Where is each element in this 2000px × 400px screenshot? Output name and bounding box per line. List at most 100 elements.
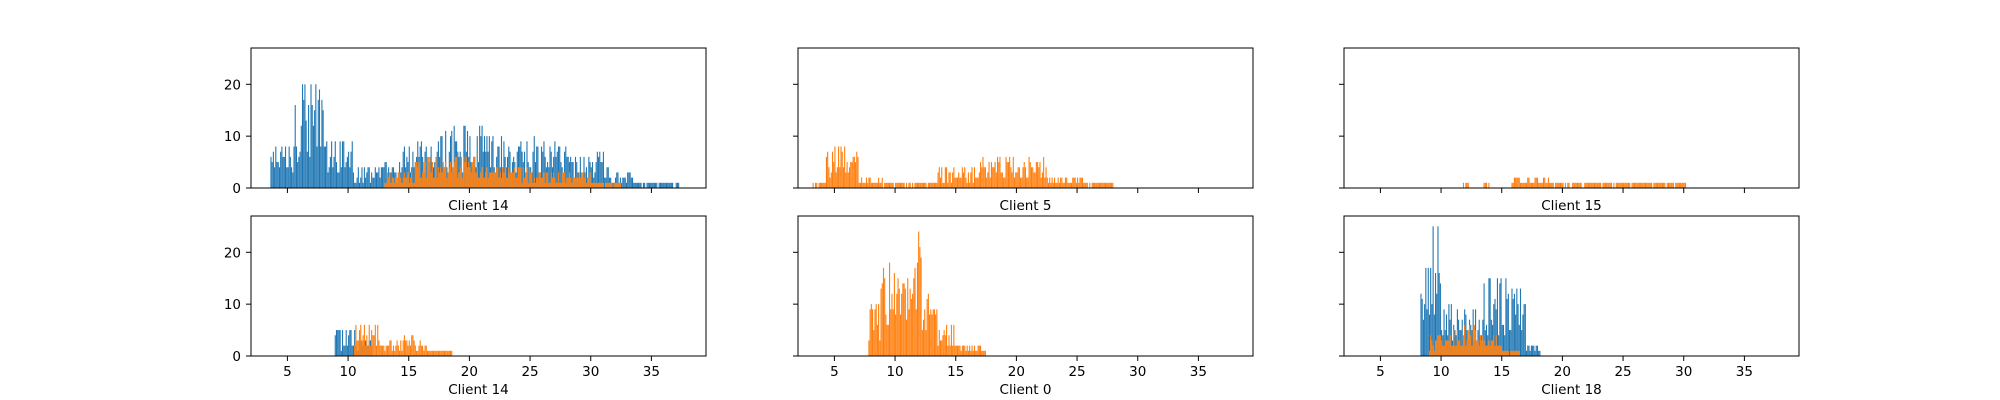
bar-series-a	[361, 167, 363, 188]
bar-series-b	[961, 345, 963, 356]
bar-series-b	[509, 172, 511, 188]
bar-series-b	[1046, 177, 1048, 188]
bar-series-b	[915, 182, 917, 188]
bar-series-b	[500, 177, 503, 188]
bar-series-b	[1526, 182, 1528, 188]
bars-group	[1420, 226, 1541, 356]
bar-series-b	[1592, 182, 1594, 188]
bar-series-a	[482, 151, 484, 188]
bar-series-b	[1102, 182, 1104, 188]
bar-series-b	[887, 182, 889, 188]
bar-series-b	[527, 182, 529, 188]
bar-series-a	[560, 162, 562, 188]
bar-series-a	[1539, 350, 1541, 356]
bar-series-b	[1467, 330, 1469, 356]
bar-series-b	[1069, 182, 1071, 188]
bar-series-a	[445, 130, 447, 188]
bar-series-a	[334, 141, 336, 188]
bar-series-b	[1091, 182, 1093, 188]
bar-series-a	[385, 162, 387, 188]
bar-series-b	[947, 182, 949, 188]
bar-series-b	[1521, 182, 1523, 188]
bar-series-b	[420, 345, 422, 356]
bar-series-b	[493, 172, 495, 188]
bar-series-a	[537, 146, 539, 188]
bar-series-b	[823, 182, 825, 188]
bar-series-a	[283, 156, 285, 188]
bar-series-b	[899, 314, 902, 356]
bar-series-b	[878, 304, 880, 356]
bar-series-b	[965, 350, 967, 356]
bar-series-a	[640, 182, 642, 188]
bar-series-b	[391, 177, 393, 188]
bar-series-b	[416, 162, 418, 188]
bar-series-b	[938, 167, 940, 188]
bar-series-b	[422, 345, 424, 356]
bar-series-b	[1600, 182, 1602, 188]
x-tick-label: 35	[1190, 364, 1207, 380]
bar-series-b	[547, 172, 549, 188]
bar-series-b	[887, 324, 889, 356]
bar-series-b	[411, 172, 413, 188]
bar-series-a	[651, 182, 653, 188]
bar-series-a	[306, 151, 308, 188]
bar-series-b	[488, 172, 490, 188]
bar-series-a	[348, 335, 350, 356]
bar-series-b	[835, 172, 837, 188]
bar-series-b	[1467, 182, 1469, 188]
bar-series-b	[1462, 182, 1464, 188]
bar-series-b	[1096, 182, 1098, 188]
bar-series-b	[938, 330, 940, 356]
bar-series-b	[1496, 345, 1498, 356]
bar-series-b	[1504, 350, 1506, 356]
bar-series-b	[1556, 182, 1558, 188]
bar-series-a	[337, 330, 339, 356]
bar-series-a	[337, 172, 339, 188]
bar-series-a	[602, 151, 604, 188]
bar-series-b	[1100, 182, 1102, 188]
bar-series-b	[890, 182, 892, 188]
bar-series-b	[588, 177, 590, 188]
y-tick-label: 0	[232, 349, 241, 365]
bar-series-a	[425, 146, 427, 188]
bar-series-a	[351, 141, 353, 188]
bar-series-b	[1523, 182, 1525, 188]
bar-series-a	[315, 84, 317, 188]
bar-series-a	[329, 156, 331, 188]
bar-series-b	[1666, 182, 1668, 188]
x-tick-label: 15	[947, 364, 964, 380]
bar-series-a	[590, 167, 592, 188]
bar-series-a	[653, 182, 655, 188]
bar-series-b	[356, 340, 358, 356]
bar-series-b	[447, 172, 449, 188]
bar-series-a	[483, 136, 486, 188]
bar-series-a	[555, 156, 557, 188]
bar-series-b	[948, 172, 950, 188]
bar-series-a	[1517, 304, 1519, 356]
bar-series-b	[385, 345, 387, 356]
bar-series-b	[469, 167, 471, 188]
bar-series-b	[1455, 345, 1457, 356]
bar-series-b	[818, 182, 820, 188]
bar-series-b	[885, 182, 887, 188]
bar-series-b	[967, 172, 969, 188]
bar-series-b	[449, 162, 452, 188]
axes-frame	[250, 47, 707, 189]
bar-series-b	[1498, 345, 1500, 356]
bar-series-b	[1590, 182, 1592, 188]
bar-series-b	[584, 172, 586, 188]
bar-series-a	[572, 162, 574, 188]
bar-series-b	[941, 340, 943, 356]
bar-series-b	[950, 182, 952, 188]
bar-series-a	[1422, 319, 1424, 356]
bar-series-b	[1511, 350, 1513, 356]
bar-series-a	[1485, 324, 1488, 356]
bar-series-b	[851, 162, 853, 188]
bar-series-b	[981, 350, 983, 356]
bar-series-b	[1631, 182, 1633, 188]
bar-series-b	[1610, 182, 1613, 188]
bar-series-b	[428, 350, 430, 356]
bar-series-b	[1032, 167, 1034, 188]
bar-series-a	[1519, 288, 1522, 356]
bar-series-a	[1430, 267, 1432, 356]
